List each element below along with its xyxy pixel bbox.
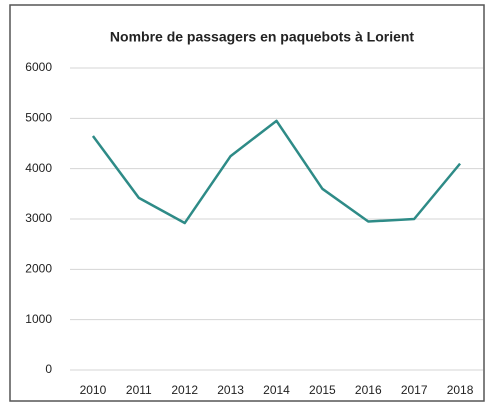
chart-frame [9,4,485,402]
data-line [91,119,462,225]
y-tick-label: 0 [45,362,52,376]
x-tick-label: 2013 [217,383,244,397]
y-tick-label: 5000 [25,111,52,125]
x-tick-label: 2014 [263,383,290,397]
chart-title: Nombre de passagers en paquebots à Lorie… [110,29,415,45]
x-tick-label: 2018 [447,383,474,397]
y-tick-label: 6000 [25,60,52,74]
x-tick-label: 2016 [355,383,382,397]
y-tick-label: 1000 [25,312,52,326]
x-tick-label: 2011 [126,383,152,397]
y-tick-label: 3000 [25,211,52,225]
x-tick-label: 2010 [80,383,107,397]
y-tick-label: 2000 [25,262,52,276]
y-tick-label: 4000 [25,161,52,175]
x-tick-label: 2017 [401,383,428,397]
x-tick-label: 2012 [171,383,198,397]
x-tick-label: 2015 [309,383,336,397]
